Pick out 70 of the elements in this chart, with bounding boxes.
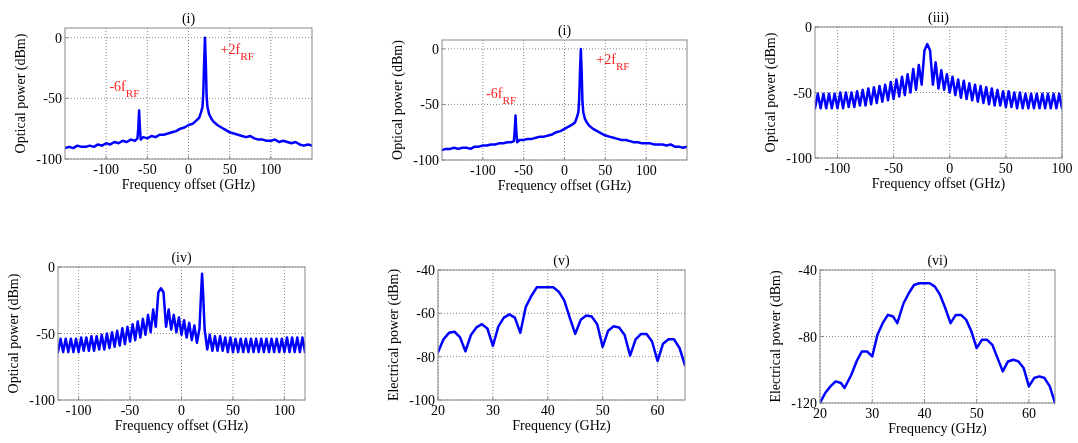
chart-title: (i) — [181, 11, 196, 27]
x-tick-label: 100 — [635, 163, 657, 178]
x-axis-title: Frequency offset (GHz) — [871, 176, 1006, 192]
chart-title: (iii) — [928, 10, 950, 26]
x-axis-title: Frequency offset (GHz) — [114, 418, 249, 434]
x-tick-label: 0 — [561, 163, 568, 178]
line-series — [438, 286, 685, 367]
x-tick-label: -50 — [884, 161, 903, 176]
y-tick-label: -50 — [36, 326, 55, 342]
x-tick-label: 30 — [485, 403, 500, 418]
line-series — [58, 272, 305, 354]
y-axis-title: Optical power (dBm) — [6, 273, 22, 394]
annotation: -6f$_{RF}$ — [109, 78, 140, 99]
x-tick-label: 0 — [185, 162, 192, 177]
chart-title: (vi) — [927, 253, 948, 269]
y-tick-label: -50 — [793, 85, 812, 101]
y-axis-title: Optical power (dBm) — [13, 33, 29, 154]
x-axis-title: Frequency (GHz) — [888, 421, 988, 437]
x-tick-label: 100 — [1051, 161, 1073, 176]
y-tick-label: -50 — [43, 91, 62, 107]
chart-title: (iv) — [171, 250, 192, 266]
y-axis-title: Electrical power (dBm) — [768, 270, 784, 403]
x-tick-label: -50 — [138, 162, 157, 177]
x-tick-label: -100 — [470, 163, 496, 178]
y-tick-label: -80 — [416, 349, 435, 365]
y-tick-label: -40 — [416, 263, 435, 278]
x-tick-label: -100 — [65, 403, 92, 418]
y-tick-label: -100 — [29, 393, 55, 408]
y-tick-label: -40 — [798, 263, 817, 278]
x-tick-label: 0 — [946, 161, 954, 176]
x-tick-label: 100 — [273, 403, 295, 418]
y-axis-title: Optical power (dBm) — [763, 32, 779, 153]
x-tick-label: 60 — [650, 403, 665, 418]
x-tick-label: 0 — [178, 403, 185, 418]
chart-title: (i) — [557, 23, 572, 39]
x-tick-label: 50 — [998, 161, 1013, 176]
y-tick-label: -100 — [786, 151, 812, 166]
y-tick-label: 0 — [48, 260, 55, 275]
x-tick-label: 60 — [1021, 406, 1036, 421]
y-tick-label: -80 — [798, 329, 817, 345]
x-tick-label: -100 — [824, 161, 851, 176]
x-tick-label: 50 — [222, 162, 237, 177]
x-tick-label: 40 — [540, 403, 555, 418]
x-tick-label: 50 — [595, 403, 610, 418]
x-tick-label: 40 — [917, 406, 932, 421]
x-tick-label: 100 — [260, 162, 282, 177]
x-axis-title: Frequency (GHz) — [512, 418, 612, 434]
x-tick-label: 50 — [225, 403, 240, 418]
x-tick-label: 30 — [865, 406, 880, 421]
x-axis-title: Frequency offset (GHz) — [497, 178, 632, 194]
x-tick-label: -50 — [120, 403, 140, 418]
y-tick-label: -60 — [416, 306, 435, 322]
y-tick-label: 0 — [55, 30, 62, 46]
y-tick-label: 0 — [805, 20, 812, 35]
line-series — [65, 36, 312, 150]
annotation: -6f$_{RF}$ — [486, 85, 517, 106]
y-axis-title: Electrical power (dBm) — [386, 268, 402, 402]
line-series — [815, 42, 1062, 110]
annotation: +2f$_{RF}$ — [596, 52, 630, 72]
x-tick-label: 50 — [598, 163, 613, 178]
x-tick-label: -100 — [93, 162, 119, 177]
x-tick-label: -50 — [514, 163, 533, 178]
line-series — [442, 47, 687, 152]
annotation: +2f$_{RF}$ — [220, 42, 254, 63]
x-tick-label: 50 — [969, 406, 984, 421]
y-axis-title: Optical power (dBm) — [390, 39, 406, 160]
chart-title: (v) — [553, 253, 570, 269]
x-axis-title: Frequency offset (GHz) — [121, 177, 256, 193]
y-tick-label: -50 — [420, 97, 439, 113]
y-tick-label: 0 — [432, 41, 439, 57]
